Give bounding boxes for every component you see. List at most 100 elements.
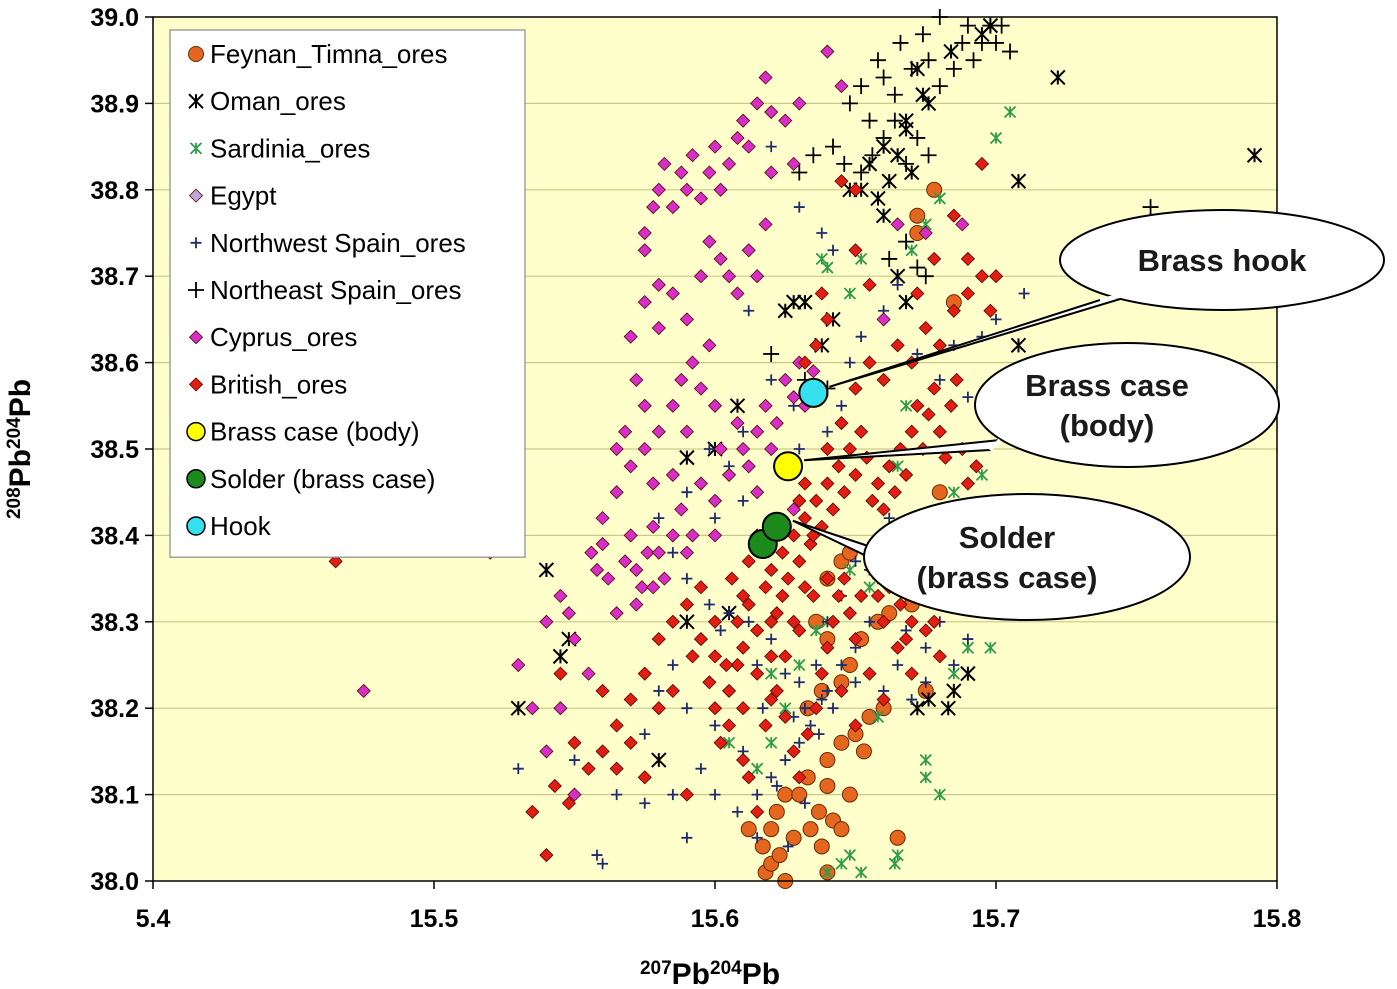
data-point: [639, 797, 651, 809]
data-point: [730, 130, 745, 146]
y-tick-label: 38.2: [90, 695, 139, 723]
data-point: [785, 294, 802, 310]
data-point: [792, 770, 807, 785]
data-point: [730, 286, 745, 301]
data-point: [651, 277, 666, 292]
data-point: [623, 459, 638, 474]
data-point: [850, 555, 861, 567]
y-axis-ticks: 38.0 38.1 38.2 38.3 38.4 38.5 38.6 38.7 38.8 38.9…: [90, 4, 153, 896]
data-point: [584, 545, 599, 560]
data-point: [763, 821, 780, 838]
data-point: [754, 838, 771, 855]
x-tick-label: 15.6: [691, 905, 740, 933]
data-point: [707, 614, 723, 629]
data-point: [707, 139, 723, 154]
data-point: [702, 234, 717, 249]
data-point: [898, 233, 915, 250]
data-point: [946, 683, 962, 699]
data-point: [552, 648, 569, 665]
data-point: [821, 685, 833, 697]
data-point: [674, 502, 689, 517]
data-point: [799, 702, 811, 714]
data-point: [561, 606, 576, 621]
data-point: [834, 416, 849, 431]
x-tick-label: 15.8: [1253, 905, 1302, 933]
data-point: [988, 269, 1004, 284]
callout-seam: [988, 438, 1002, 452]
data-point: [768, 803, 785, 820]
data-point: [927, 381, 942, 396]
data-point: [681, 486, 693, 498]
data-point: [667, 789, 679, 801]
data-point: [646, 200, 661, 215]
data-point: [850, 676, 861, 688]
data-point: [775, 545, 790, 560]
data-point: [861, 112, 878, 129]
data-point: [646, 580, 661, 595]
data-point: [736, 640, 751, 655]
data-point: [591, 849, 603, 861]
data-point: [653, 685, 665, 697]
data-point: [758, 70, 773, 85]
data-point: [707, 701, 723, 716]
data-point: [855, 331, 867, 343]
data-point: [757, 702, 769, 714]
data-point: [918, 623, 933, 638]
data-point: [792, 554, 807, 569]
callout-solder-brass-case: Solder (brass case): [792, 493, 1191, 621]
data-point: [637, 295, 652, 310]
data-point: [597, 858, 609, 870]
data-point: [629, 372, 644, 387]
data-point: [771, 780, 783, 792]
data-point: [815, 252, 828, 266]
data-point: [786, 156, 801, 171]
data-point: [780, 571, 796, 586]
data-point: [729, 398, 746, 414]
data-point: [681, 573, 693, 585]
data-point: [792, 96, 807, 111]
data-point: [903, 60, 920, 77]
data-point: [651, 320, 666, 336]
data-point: [539, 848, 554, 863]
data-point: [809, 493, 824, 508]
data-point: [920, 52, 937, 69]
data-point: [875, 208, 892, 224]
legend-marker: [186, 421, 206, 442]
callout-bubble: [974, 342, 1280, 468]
data-point: [761, 511, 792, 542]
data-point: [525, 701, 540, 716]
data-point: [637, 770, 652, 785]
data-point: [813, 728, 825, 740]
data-point: [547, 778, 562, 794]
data-point: [904, 424, 919, 439]
data-point: [918, 320, 933, 336]
data-point: [609, 718, 624, 733]
data-point: [854, 866, 868, 879]
data-point: [707, 528, 723, 543]
data-point: [609, 485, 624, 500]
data-point: [909, 700, 926, 716]
data-point: [893, 597, 908, 612]
y-axis-title: 208Pb204Pb: [4, 379, 37, 519]
data-point: [736, 113, 751, 128]
callout-brass-hook: Brass hook: [829, 209, 1385, 388]
callout-text: (body): [1060, 408, 1155, 443]
data-point: [799, 797, 811, 809]
data-point: [538, 562, 555, 578]
data-point: [816, 694, 828, 706]
data-point: [848, 718, 863, 733]
data-point: [665, 614, 680, 629]
data-point: [707, 493, 723, 508]
data-point: [709, 512, 721, 524]
data-point: [786, 614, 801, 629]
data-point: [833, 821, 850, 838]
data-point: [821, 426, 833, 438]
data-point: [904, 614, 919, 629]
data-point: [750, 666, 765, 681]
data-point: [974, 269, 990, 284]
data-point: [750, 623, 765, 638]
data-point: [736, 701, 751, 716]
data-point: [657, 571, 672, 586]
data-point: [693, 381, 709, 396]
legend-marker: [188, 282, 204, 298]
